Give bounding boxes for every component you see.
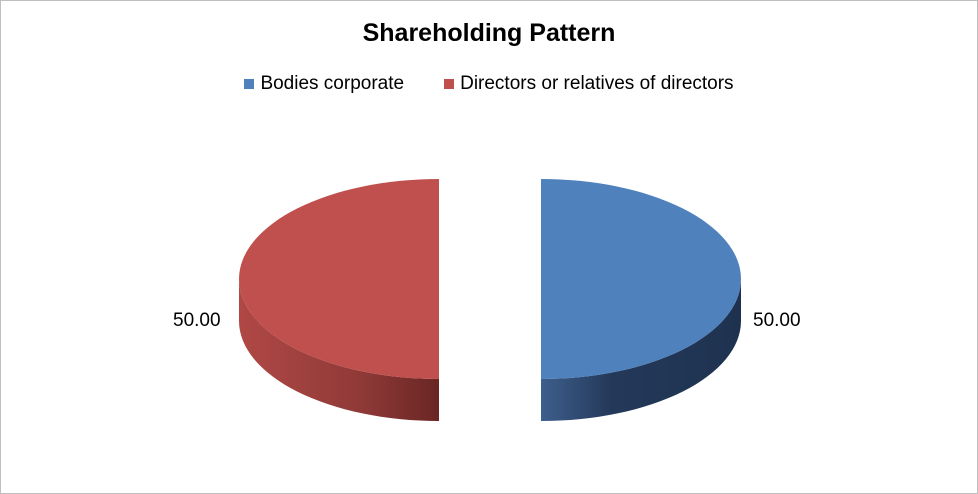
data-label-directors: 50.00 — [173, 310, 221, 331]
legend: Bodies corporate Directors or relatives … — [1, 73, 977, 95]
legend-label: Bodies corporate — [260, 73, 405, 94]
chart-title: Shareholding Pattern — [362, 19, 616, 47]
data-label-bodies-corporate: 50.00 — [753, 310, 801, 331]
legend-swatch — [244, 79, 255, 89]
slice-bodies-corporate — [541, 179, 741, 379]
legend-swatch — [444, 79, 455, 89]
slice-side-bodies-corporate — [541, 279, 741, 421]
slice-side-directors — [239, 279, 439, 421]
legend-label: Directors or relatives of directors — [460, 73, 734, 94]
legend-item-directors: Directors or relatives of directors — [444, 73, 734, 95]
legend-item-bodies-corporate: Bodies corporate — [244, 73, 404, 95]
slice-directors — [239, 179, 439, 379]
